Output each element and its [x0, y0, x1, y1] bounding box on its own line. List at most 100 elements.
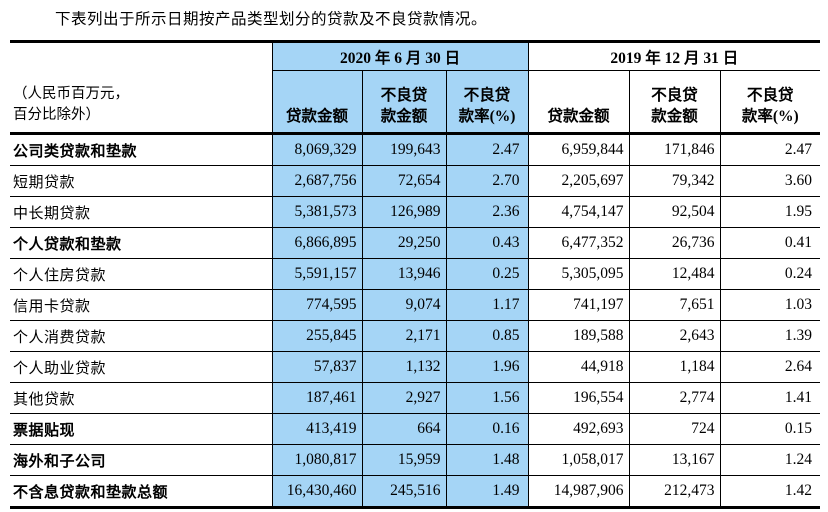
- table-row: 不含息贷款和垫款总额 16,430,460 245,516 1.49 14,98…: [10, 475, 821, 508]
- value-cell: 44,918: [527, 351, 630, 383]
- value-cell: 92,504: [628, 196, 721, 228]
- value-cell: 16,430,460: [271, 475, 362, 508]
- value-cell: 1.03: [719, 289, 821, 321]
- header-loan-amount-2020: 贷款金额: [271, 70, 362, 135]
- value-cell: 6,959,844: [527, 133, 630, 166]
- value-cell: 2,171: [361, 320, 446, 352]
- row-label-cell: 公司类贷款和垫款: [10, 133, 272, 166]
- value-cell: 8,069,329: [271, 133, 362, 166]
- value-cell: 3.60: [719, 165, 821, 197]
- column-group-2019: 2019 年 12 月 31 日: [527, 41, 821, 71]
- row-label-cell: 个人消费贷款: [10, 320, 272, 352]
- table-row: 个人消费贷款 255,845 2,171 0.85 189,588 2,643 …: [10, 320, 821, 352]
- value-cell: 2.70: [445, 165, 529, 197]
- table-row: 海外和子公司 1,080,817 15,959 1.48 1,058,017 1…: [10, 444, 821, 476]
- value-cell: 7,651: [628, 289, 721, 321]
- value-cell: 9,074: [361, 289, 446, 321]
- value-cell: 196,554: [527, 382, 630, 414]
- value-cell: 29,250: [361, 227, 446, 259]
- value-cell: 774,595: [271, 289, 362, 321]
- sub-header-row: 贷款金额 不良贷 款金额 不良贷 款率(%) 贷款金额 不良贷 款金额 不良贷 …: [10, 70, 821, 135]
- value-cell: 57,837: [271, 351, 362, 383]
- value-cell: 2,643: [628, 320, 721, 352]
- value-cell: 12,484: [628, 258, 721, 290]
- value-cell: 0.41: [719, 227, 821, 259]
- value-cell: 1.49: [445, 475, 529, 508]
- row-label-cell: 海外和子公司: [10, 444, 272, 476]
- value-cell: 0.16: [445, 413, 529, 445]
- row-label-cell: 信用卡贷款: [10, 289, 272, 321]
- value-cell: 0.85: [445, 320, 529, 352]
- value-cell: 2.47: [719, 133, 821, 166]
- value-cell: 1.41: [719, 382, 821, 414]
- value-cell: 2,687,756: [271, 165, 362, 197]
- value-cell: 126,989: [361, 196, 446, 228]
- value-cell: 1.42: [719, 475, 821, 508]
- value-cell: 199,643: [361, 133, 446, 166]
- loans-by-product-table: （人民币百万元， 百分比除外） 2020 年 6 月 30 日 2019 年 1…: [10, 40, 821, 509]
- table-row: 信用卡贷款 774,595 9,074 1.17 741,197 7,651 1…: [10, 289, 821, 321]
- table-caption: 下表列出于所示日期按产品类型划分的贷款及不良贷款情况。: [55, 11, 488, 28]
- value-cell: 6,866,895: [271, 227, 362, 259]
- row-label-cell: 不含息贷款和垫款总额: [13, 484, 169, 501]
- value-cell: 1,080,817: [271, 444, 362, 476]
- table-row: 票据贴现 413,419 664 0.16 492,693 724 0.15: [10, 413, 821, 445]
- row-label-cell: 其他贷款: [10, 382, 272, 414]
- header-npl-amount-2019: 不良贷 款金额: [628, 70, 721, 135]
- header-loan-amount-2019: 贷款金额: [527, 70, 630, 135]
- table-row: 其他贷款 187,461 2,927 1.56 196,554 2,774 1.…: [10, 382, 821, 414]
- value-cell: 2,774: [628, 382, 721, 414]
- value-cell: 2,927: [361, 382, 446, 414]
- value-cell: 5,305,095: [527, 258, 630, 290]
- value-cell: 664: [361, 413, 446, 445]
- value-cell: 72,654: [361, 165, 446, 197]
- value-cell: 15,959: [361, 444, 446, 476]
- row-label-cell: 中长期贷款: [10, 196, 272, 228]
- value-cell: 0.25: [445, 258, 529, 290]
- table-row: 中长期贷款 5,381,573 126,989 2.36 4,754,147 9…: [10, 196, 821, 228]
- value-cell: 2.36: [445, 196, 529, 228]
- table-header: （人民币百万元， 百分比除外） 2020 年 6 月 30 日 2019 年 1…: [10, 41, 821, 135]
- value-cell: 13,946: [361, 258, 446, 290]
- value-cell: 5,381,573: [271, 196, 362, 228]
- value-cell: 1.24: [719, 444, 821, 476]
- table-row: 短期贷款 2,687,756 72,654 2.70 2,205,697 79,…: [10, 165, 821, 197]
- header-npl-ratio-2020: 不良贷 款率(%): [445, 70, 529, 135]
- value-cell: 1.48: [445, 444, 529, 476]
- value-cell: 492,693: [527, 413, 630, 445]
- value-cell: 245,516: [361, 475, 446, 508]
- value-cell: 212,473: [628, 475, 721, 508]
- unit-note: （人民币百万元， 百分比除外）: [10, 41, 272, 135]
- value-cell: 1,132: [361, 351, 446, 383]
- value-cell: 4,754,147: [527, 196, 630, 228]
- value-cell: 0.15: [719, 413, 821, 445]
- value-cell: 1,058,017: [527, 444, 630, 476]
- table-row: 公司类贷款和垫款 8,069,329 199,643 2.47 6,959,84…: [10, 133, 821, 166]
- row-label-cell: 个人助业贷款: [10, 351, 272, 383]
- value-cell: 1.96: [445, 351, 529, 383]
- table-row: 个人贷款和垫款 6,866,895 29,250 0.43 6,477,352 …: [10, 227, 821, 259]
- header-npl-ratio-2019: 不良贷 款率(%): [719, 70, 821, 135]
- value-cell: 171,846: [628, 133, 721, 166]
- value-cell: 724: [628, 413, 721, 445]
- document-page: 下表列出于所示日期按产品类型划分的贷款及不良贷款情况。 （人民币百万元， 百分比…: [0, 9, 828, 512]
- value-cell: 79,342: [628, 165, 721, 197]
- value-cell: 2.47: [445, 133, 529, 166]
- value-cell: 26,736: [628, 227, 721, 259]
- value-cell: 413,419: [271, 413, 362, 445]
- value-cell: 0.24: [719, 258, 821, 290]
- value-cell: 1,184: [628, 351, 721, 383]
- value-cell: 6,477,352: [527, 227, 630, 259]
- value-cell: 187,461: [271, 382, 362, 414]
- header-npl-amount-2020: 不良贷 款金额: [361, 70, 446, 135]
- value-cell: 13,167: [628, 444, 721, 476]
- table-body: 公司类贷款和垫款 8,069,329 199,643 2.47 6,959,84…: [10, 133, 821, 508]
- value-cell: 741,197: [527, 289, 630, 321]
- column-group-2020: 2020 年 6 月 30 日: [271, 41, 529, 71]
- value-cell: 1.95: [719, 196, 821, 228]
- value-cell: 1.56: [445, 382, 529, 414]
- value-cell: 5,591,157: [271, 258, 362, 290]
- row-label-cell: 短期贷款: [10, 165, 272, 197]
- value-cell: 189,588: [527, 320, 630, 352]
- value-cell: 1.39: [719, 320, 821, 352]
